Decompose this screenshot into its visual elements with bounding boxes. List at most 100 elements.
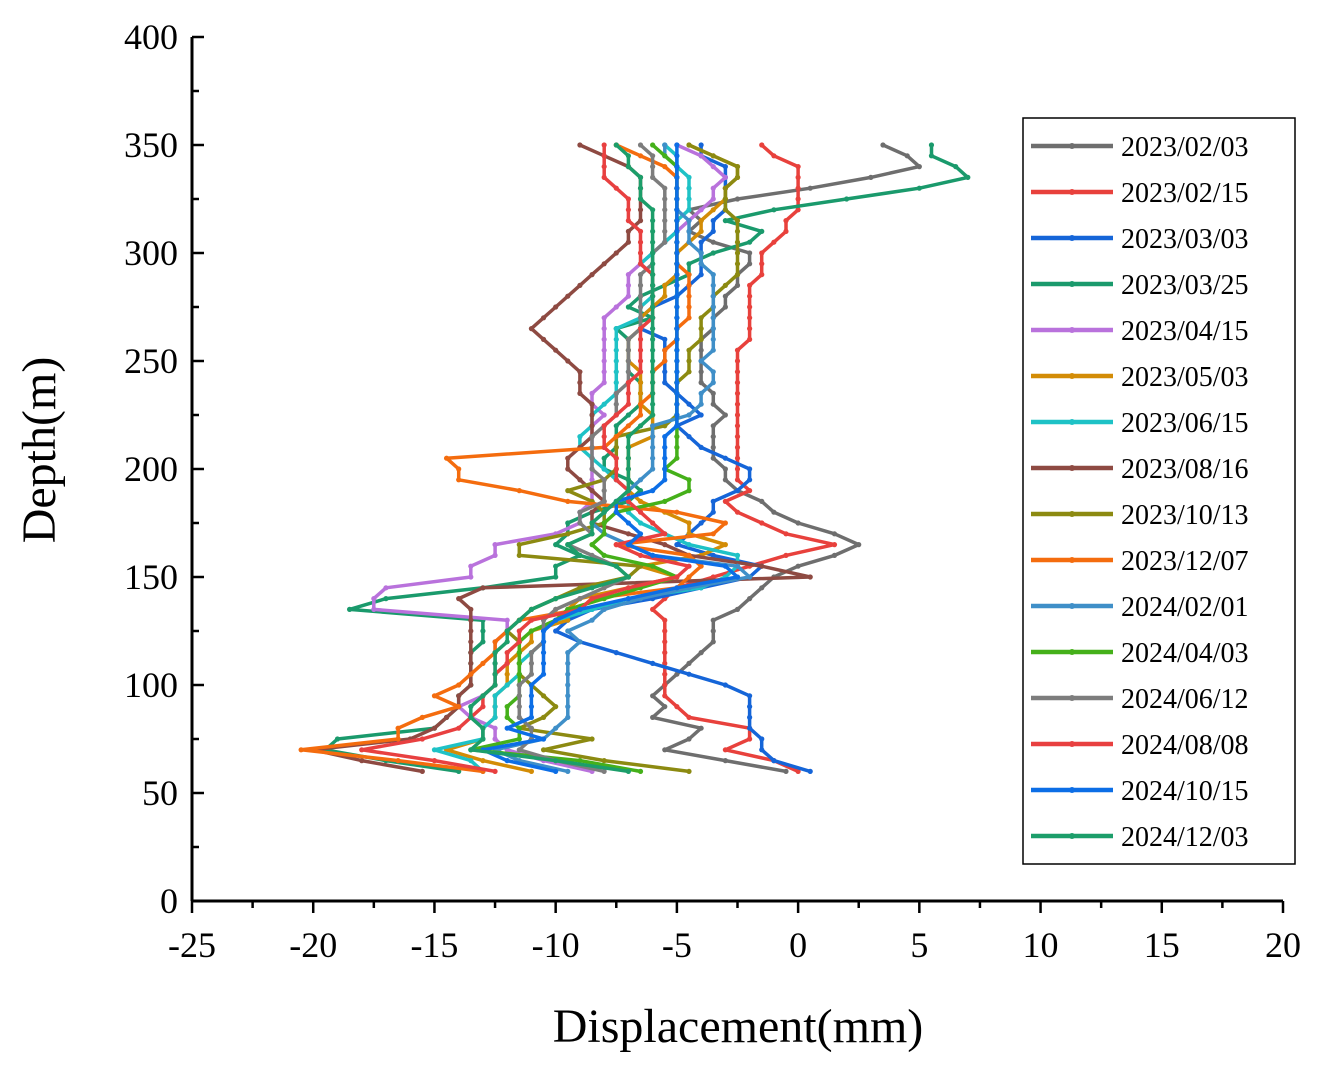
data-point — [504, 628, 510, 634]
data-point — [662, 164, 668, 170]
data-point — [734, 369, 741, 375]
data-point — [431, 693, 438, 699]
data-point — [637, 401, 644, 407]
data-point — [613, 412, 619, 418]
data-point — [516, 693, 522, 699]
data-point — [662, 660, 668, 667]
data-point — [625, 369, 632, 375]
data-point — [686, 239, 692, 245]
data-point — [698, 390, 704, 396]
legend-label: 2023/10/13 — [1121, 500, 1249, 531]
data-point — [565, 704, 571, 710]
legend-label: 2024/08/08 — [1121, 730, 1249, 761]
data-point — [601, 444, 607, 450]
data-point — [468, 704, 474, 710]
data-point — [722, 682, 728, 688]
data-point — [516, 660, 522, 667]
data-point — [468, 714, 474, 721]
data-point — [468, 758, 474, 764]
data-point — [686, 358, 692, 364]
data-point — [553, 347, 559, 353]
y-tick-label: 400 — [124, 17, 178, 57]
data-point — [734, 174, 741, 180]
data-point — [637, 228, 644, 234]
legend-entry: 2024/10/15 — [1031, 776, 1249, 807]
data-point — [625, 272, 632, 278]
data-point — [650, 466, 656, 472]
data-point — [722, 455, 728, 461]
data-point — [468, 574, 474, 580]
data-point — [480, 758, 486, 764]
data-point — [419, 768, 425, 775]
data-point — [504, 758, 510, 764]
x-tick-label: -10 — [532, 925, 580, 965]
data-point — [577, 390, 583, 396]
data-point — [601, 347, 607, 353]
data-point — [516, 725, 522, 731]
data-point — [468, 747, 474, 753]
data-point — [662, 747, 668, 753]
data-point — [504, 714, 510, 721]
data-point — [589, 434, 595, 440]
data-point — [698, 336, 704, 342]
data-point — [734, 218, 741, 224]
data-point — [662, 542, 668, 548]
data-point — [722, 185, 728, 191]
data-point — [928, 153, 935, 159]
data-point — [480, 693, 486, 699]
data-point — [589, 509, 595, 515]
data-point — [637, 218, 644, 224]
data-point — [613, 304, 619, 310]
data-point — [553, 574, 559, 580]
data-point — [771, 239, 777, 245]
data-point — [565, 542, 571, 548]
legend-entry: 2024/12/03 — [1031, 822, 1249, 853]
data-point — [747, 574, 753, 580]
data-point — [577, 520, 583, 526]
series-2024-12-03 — [468, 142, 656, 775]
data-point — [577, 606, 583, 613]
data-point — [625, 412, 632, 418]
data-point — [601, 520, 607, 526]
data-point — [734, 282, 741, 288]
data-point — [734, 509, 741, 515]
data-point — [565, 682, 571, 688]
data-point — [734, 196, 741, 202]
data-point — [662, 444, 668, 450]
data-point — [698, 444, 704, 450]
x-tick-label: 0 — [789, 925, 807, 965]
data-point — [613, 390, 619, 396]
data-point — [674, 218, 680, 224]
data-point — [710, 218, 716, 224]
data-point — [589, 412, 595, 418]
data-point — [674, 542, 680, 548]
data-point — [698, 261, 704, 267]
data-point — [686, 272, 692, 278]
data-point — [710, 455, 716, 461]
data-point — [516, 736, 522, 742]
legend-entry: 2024/06/12 — [1031, 684, 1249, 715]
data-point — [674, 185, 680, 191]
data-point — [577, 639, 583, 645]
data-point — [637, 185, 644, 191]
data-point — [577, 282, 583, 288]
data-point — [625, 164, 632, 170]
data-point — [625, 390, 632, 396]
data-point — [565, 617, 571, 623]
data-point — [674, 250, 680, 256]
data-point — [650, 660, 656, 667]
data-point — [831, 552, 838, 559]
data-point — [722, 412, 728, 418]
data-point — [650, 369, 656, 375]
legend-label: 2023/03/25 — [1121, 270, 1249, 301]
data-point — [528, 650, 535, 656]
data-point — [601, 336, 607, 342]
data-point — [589, 272, 595, 278]
data-point — [662, 218, 668, 224]
y-tick-label: 200 — [124, 449, 178, 489]
data-point — [674, 239, 680, 245]
data-point — [431, 725, 438, 731]
data-point — [625, 585, 632, 591]
data-point — [334, 736, 341, 742]
data-point — [759, 228, 765, 234]
